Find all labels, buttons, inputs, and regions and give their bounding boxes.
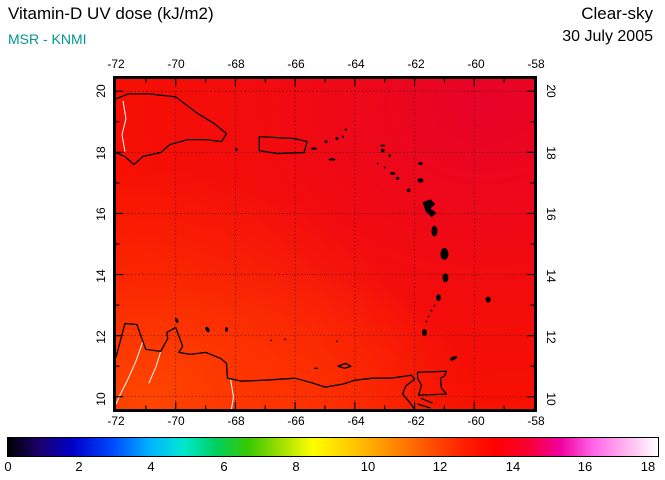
lon-tick-label: -72 xyxy=(107,57,125,71)
lon-tick-label: -70 xyxy=(167,57,185,71)
lon-tick-label: -60 xyxy=(467,57,485,71)
page-title: Vitamin-D UV dose (kJ/m2) xyxy=(8,4,214,23)
lon-tick-label: -62 xyxy=(407,57,425,71)
graticule-grid xyxy=(116,79,534,409)
field-shade-south xyxy=(116,79,534,409)
colorbar-tick-label: 16 xyxy=(577,459,593,474)
lon-tick-label: -66 xyxy=(287,57,305,71)
map-frame xyxy=(113,76,537,412)
colorbar-tick-label: 6 xyxy=(220,459,228,474)
lon-tick-label: -64 xyxy=(347,57,365,71)
lat-tick-label: 20 xyxy=(544,84,558,98)
lat-tick-label: 16 xyxy=(544,207,558,221)
lat-tick-label: 12 xyxy=(544,330,558,344)
source-label: MSR - KNMI xyxy=(8,31,87,47)
lat-tick-label: 14 xyxy=(544,269,558,283)
date-label: 30 July 2005 xyxy=(562,28,653,45)
country-borders xyxy=(116,100,234,409)
lon-tick-label: -58 xyxy=(527,414,545,428)
condition-label: Clear-sky xyxy=(581,4,653,23)
lat-tick-label: 20 xyxy=(94,84,108,98)
lon-tick-label: -68 xyxy=(227,57,245,71)
colorbar-gradient xyxy=(7,437,659,457)
colorbar-tick-label: 8 xyxy=(292,459,300,474)
lon-tick-label: -72 xyxy=(107,414,125,428)
lat-tick-label: 16 xyxy=(94,207,108,221)
lat-tick-label: 14 xyxy=(94,269,108,283)
lon-tick-label: -58 xyxy=(527,57,545,71)
colorbar-tick-label: 12 xyxy=(432,459,448,474)
lon-tick-label: -60 xyxy=(467,414,485,428)
lon-tick-label: -68 xyxy=(227,414,245,428)
lat-tick-label: 10 xyxy=(544,392,558,406)
lat-tick-label: 12 xyxy=(94,330,108,344)
colorbar-tick-label: 4 xyxy=(147,459,155,474)
colorbar-tick-label: 0 xyxy=(4,459,12,474)
colorbar-tick-label: 18 xyxy=(640,459,656,474)
colorbar-tick-label: 14 xyxy=(505,459,521,474)
lat-tick-label: 18 xyxy=(94,146,108,160)
coastlines xyxy=(116,93,448,409)
lon-tick-label: -62 xyxy=(407,414,425,428)
colorbar-tick-label: 2 xyxy=(75,459,83,474)
lat-tick-label: 18 xyxy=(544,146,558,160)
caribbean-uv-map xyxy=(116,79,534,409)
lon-tick-label: -64 xyxy=(347,414,365,428)
lon-tick-label: -66 xyxy=(287,414,305,428)
lat-tick-label: 10 xyxy=(94,392,108,406)
lon-tick-label: -70 xyxy=(167,414,185,428)
small-islands xyxy=(175,128,491,370)
colorbar-tick-label: 10 xyxy=(360,459,376,474)
axis-ticks xyxy=(116,79,534,409)
